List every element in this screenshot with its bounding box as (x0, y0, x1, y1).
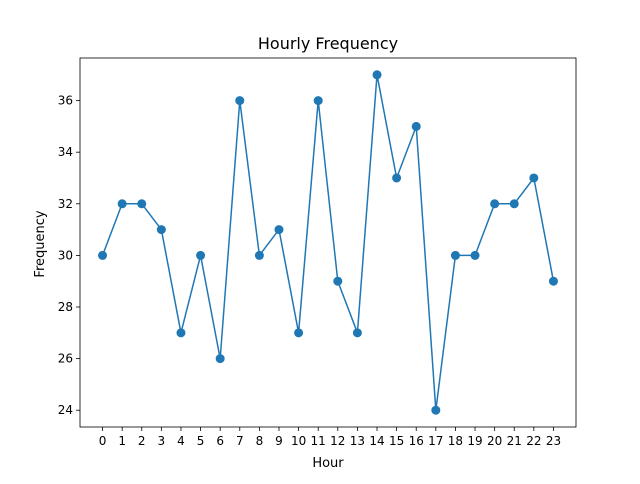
data-point (176, 328, 186, 338)
y-tick-label: 32 (58, 197, 73, 211)
data-point (98, 250, 108, 260)
chart-title: Hourly Frequency (258, 34, 398, 53)
data-point (529, 173, 539, 183)
data-point (254, 250, 264, 260)
data-point (137, 199, 147, 209)
data-point (117, 199, 127, 209)
data-point (294, 328, 304, 338)
y-tick-label: 36 (58, 94, 73, 108)
x-tick-label: 11 (311, 434, 326, 448)
data-point (333, 276, 343, 286)
data-point (392, 173, 402, 183)
data-point (352, 328, 362, 338)
y-tick-label: 24 (58, 403, 73, 417)
data-point (215, 354, 225, 364)
y-tick-label: 30 (58, 248, 73, 262)
data-point (372, 70, 382, 80)
x-tick-label: 8 (256, 434, 264, 448)
y-tick-label: 28 (58, 300, 73, 314)
plot-frame (79, 57, 577, 428)
y-tick-label: 26 (58, 352, 73, 366)
x-tick-label: 15 (389, 434, 404, 448)
x-tick-label: 7 (236, 434, 244, 448)
data-point (548, 276, 558, 286)
x-tick-label: 14 (369, 434, 384, 448)
x-tick-label: 3 (158, 434, 166, 448)
x-tick-label: 1 (118, 434, 126, 448)
y-tick-label: 34 (58, 145, 73, 159)
x-tick-label: 20 (487, 434, 502, 448)
y-axis-title: Frequency (33, 210, 48, 277)
x-tick-label: 9 (275, 434, 283, 448)
data-point (196, 250, 206, 260)
data-point (313, 96, 323, 106)
x-tick-label: 19 (467, 434, 482, 448)
data-point (450, 250, 460, 260)
data-point (411, 121, 421, 131)
x-tick-label: 6 (216, 434, 224, 448)
x-tick-label: 23 (546, 434, 561, 448)
x-tick-label: 4 (177, 434, 185, 448)
x-tick-label: 17 (428, 434, 443, 448)
series-line (101, 74, 555, 411)
data-point (156, 225, 166, 235)
x-tick-label: 21 (507, 434, 522, 448)
x-tick-label: 18 (448, 434, 463, 448)
plot-area: 0 1 2 3 4 5 6 7 8 9 10 11 12 13 14 15 16 17 18 19 20 21 22 2324… (58, 57, 577, 448)
x-axis-title: Hour (312, 456, 344, 471)
x-tick-label: 16 (409, 434, 424, 448)
data-point (470, 250, 480, 260)
x-tick-label: 12 (330, 434, 345, 448)
data-point (431, 405, 441, 415)
x-tick-label: 5 (197, 434, 205, 448)
x-tick-label: 22 (526, 434, 541, 448)
data-point (274, 225, 284, 235)
x-tick-label: 0 (99, 434, 107, 448)
data-point (235, 96, 245, 106)
data-point (490, 199, 500, 209)
data-point (509, 199, 519, 209)
x-tick-label: 10 (291, 434, 306, 448)
x-tick-label: 13 (350, 434, 365, 448)
x-tick-label: 2 (138, 434, 146, 448)
